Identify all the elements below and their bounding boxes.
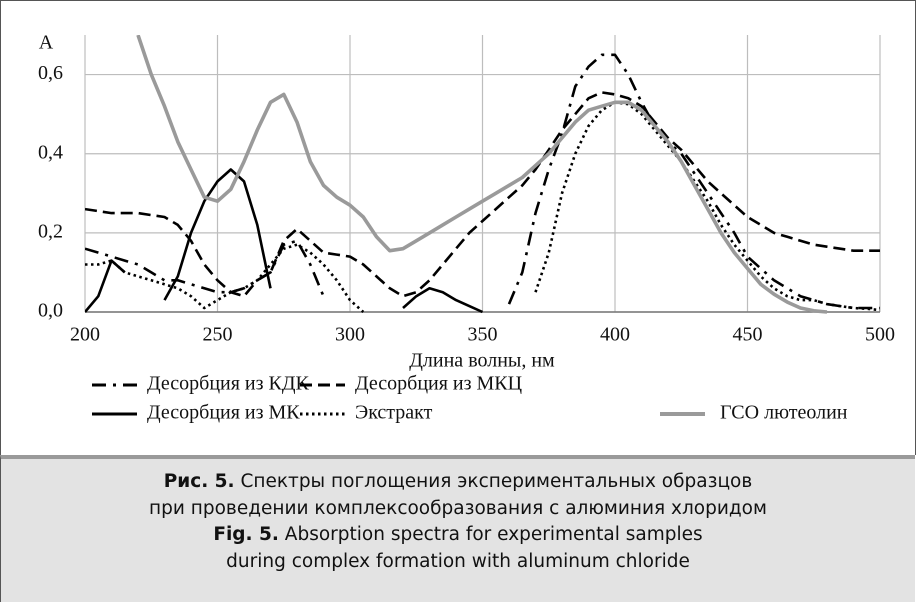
x-tick-label: 500	[865, 324, 895, 346]
plot-area	[85, 35, 880, 314]
y-tick-label: 0,6	[38, 62, 63, 84]
caption-label: Fig. 5.	[213, 524, 279, 545]
series-line	[85, 91, 880, 298]
caption-label: Рис. 5.	[163, 471, 235, 492]
legend-label: Десорбция из МК	[147, 402, 300, 424]
x-tick-label: 350	[468, 324, 498, 346]
x-tick-label: 400	[600, 324, 630, 346]
x-tick-label: 300	[335, 324, 365, 346]
x-axis-label: Длина волны, нм	[409, 350, 555, 372]
y-tick-label: 0,0	[38, 300, 63, 322]
caption-text: Absorption spectra for experimental samp…	[284, 524, 703, 545]
y-tick-label: 0,4	[38, 141, 63, 163]
legend-label: Десорбция из КДК	[147, 373, 310, 395]
x-tick-label: 250	[203, 324, 233, 346]
series-line	[85, 168, 484, 314]
caption-line: Fig. 5. Absorption spectra for experimen…	[1, 522, 915, 549]
caption-line: при проведении комплексообразования с ал…	[149, 497, 767, 519]
series-line	[85, 101, 880, 313]
y-axis-label: A	[39, 32, 54, 54]
caption: Рис. 5. Спектры поглощения экспериментал…	[0, 455, 915, 602]
caption-text: Спектры поглощения экспериментальных обр…	[240, 471, 753, 492]
legend-label: Экстракт	[355, 402, 433, 424]
legend-label: Десорбция из МКЦ	[355, 373, 522, 395]
series-line	[136, 35, 828, 314]
x-tick-label: 200	[70, 324, 100, 346]
legend-label: ГСО лютеолин	[720, 402, 848, 424]
x-tick-label: 450	[733, 324, 763, 346]
chart: A Длина волны, нм 0,0 0,2 0,4 0,6 200 250 300 3…	[38, 32, 895, 424]
caption-line: Рис. 5. Спектры поглощения экспериментал…	[1, 469, 915, 496]
y-tick-label: 0,2	[38, 220, 63, 242]
caption-line: during complex formation with aluminum c…	[226, 550, 690, 572]
series-line	[85, 53, 880, 310]
